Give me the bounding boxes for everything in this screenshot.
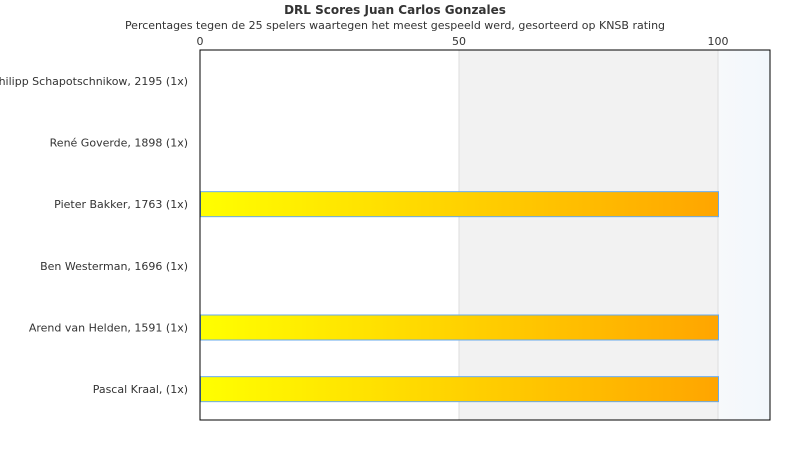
chart-subtitle: Percentages tegen de 25 spelers waartege… [124, 19, 666, 32]
category-label: Pieter Bakker, 1763 (1x) [54, 198, 188, 211]
bar [200, 376, 719, 403]
bar [200, 191, 719, 218]
category-label: Philipp Schapotschnikow, 2195 (1x) [0, 75, 188, 88]
plot-border [199, 49, 771, 421]
x-tick-label: 0 [197, 35, 204, 48]
bar [200, 314, 719, 341]
category-label: Arend van Helden, 1591 (1x) [29, 322, 188, 335]
chart-title: DRL Scores Juan Carlos Gonzales [284, 3, 506, 17]
category-label: René Goverde, 1898 (1x) [50, 137, 188, 150]
plot-band [459, 50, 718, 420]
x-tick-label: 100 [708, 35, 729, 48]
category-label: Ben Westerman, 1696 (1x) [40, 260, 188, 273]
category-label: Pascal Kraal, (1x) [93, 383, 188, 396]
x-tick-label: 50 [452, 35, 466, 48]
plot-band [718, 50, 770, 420]
